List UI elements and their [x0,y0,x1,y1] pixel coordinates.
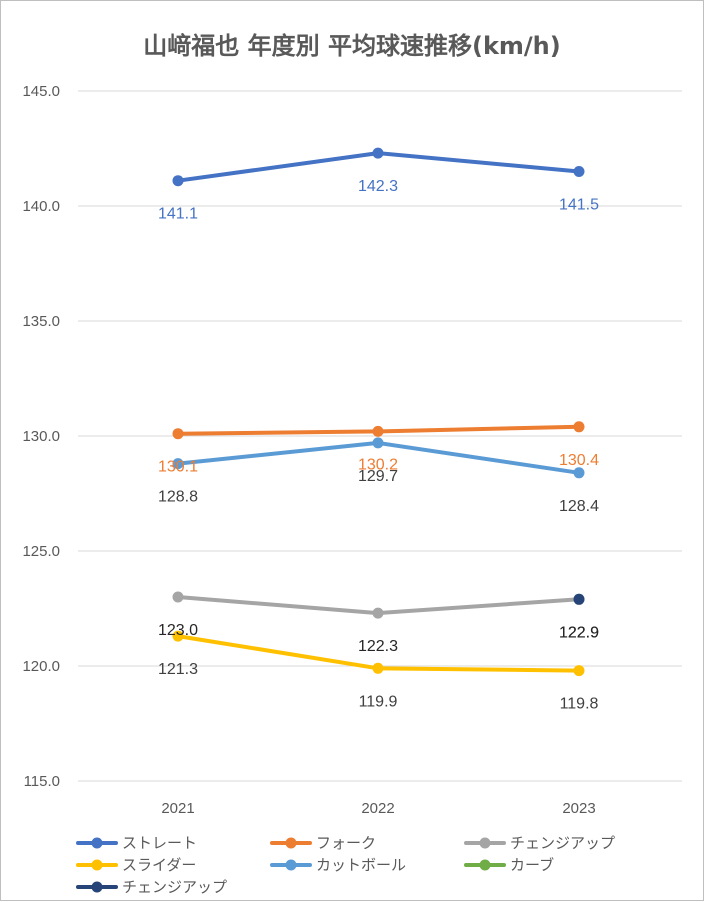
data-point [573,467,585,479]
data-point [573,665,585,677]
y-tick-label: 145.0 [22,83,60,100]
data-label: 128.4 [559,498,599,515]
data-label: 142.3 [358,178,398,195]
legend-swatch-marker [91,859,103,871]
y-tick-label: 125.0 [22,543,60,560]
data-point [172,428,184,440]
data-point [372,437,384,449]
data-point [573,593,585,605]
legend-swatch-marker [479,859,491,871]
data-labels: 141.1 142.3 141.5 130.1 130.2 130.4 123.0 122.3… [158,178,599,713]
legend-label: カットボール [316,856,406,874]
legend-label: スライダー [122,856,196,874]
data-label: 122.9 [559,624,599,641]
data-point [372,662,384,674]
y-tick-label: 120.0 [22,658,60,675]
data-label: 119.9 [359,693,398,710]
y-axis-ticks: 115.0 120.0 125.0 130.0 135.0 140.0 145.0 [22,83,60,790]
data-label: 130.2 [358,456,398,473]
data-label: 128.8 [158,489,198,506]
legend-label: カーブ [510,856,554,874]
data-label: 130.4 [559,452,599,469]
x-tick-label: 2021 [161,800,194,817]
legend-label: ストレート [122,834,197,852]
data-label: 122.3 [358,638,398,655]
legend-swatch-marker [285,837,297,849]
data-point [172,630,184,642]
x-tick-label: 2022 [361,800,394,817]
legend-label: フォーク [316,834,376,852]
data-point [573,421,585,433]
data-point [372,147,384,159]
legend-swatch-marker [285,859,297,871]
legend-label: チェンジアップ [510,834,615,852]
legend-swatch-marker [479,837,491,849]
data-label: 141.1 [158,206,198,223]
y-tick-label: 130.0 [22,428,60,445]
y-tick-label: 115.0 [24,773,60,790]
chart-title: 山﨑福也 年度別 平均球速推移(km/h) [143,32,560,60]
y-tick-label: 135.0 [22,313,60,330]
series [172,147,585,677]
data-label: 119.8 [560,696,599,713]
data-label: 130.1 [158,459,198,476]
data-point [372,425,384,437]
legend-swatch-marker [91,837,103,849]
data-label: 122.9 [559,624,599,641]
data-label: 121.3 [158,661,198,678]
data-point [172,175,184,187]
data-point [372,607,384,619]
data-point [573,166,585,177]
data-point [172,591,184,603]
y-tick-label: 140.0 [22,198,60,215]
x-axis-ticks: 2021 2022 2023 [161,800,595,817]
data-label: 141.5 [559,197,599,214]
legend-label: チェンジアップ [122,878,227,896]
x-tick-label: 2023 [562,800,595,817]
data-label: 123.0 [158,622,198,639]
data-label: 129.7 [358,468,398,485]
data-point [172,458,184,470]
legend-swatch-marker [91,881,103,893]
